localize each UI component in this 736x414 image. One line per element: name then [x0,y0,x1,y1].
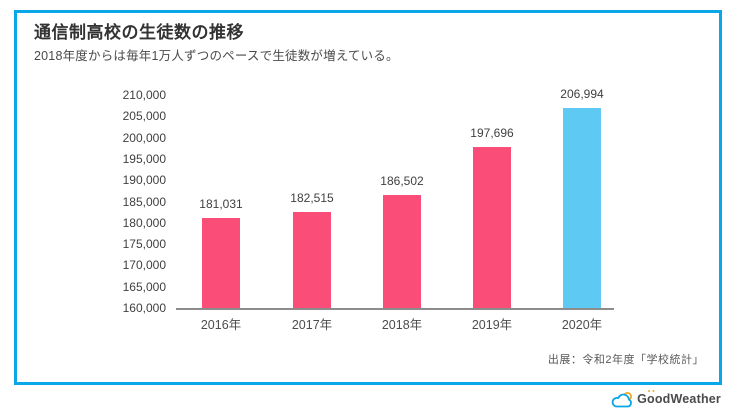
bar-chart-plot-area: 181,031 182,515 186,502 197,696 206,994 [176,87,614,310]
chart-card-frame [14,10,722,385]
bar-value-label: 197,696 [470,126,514,140]
cloud-sun-icon [611,391,633,407]
bar-2020年 [563,108,601,308]
y-tick-label: 160,000 [122,301,166,315]
bar-2017年 [293,212,331,308]
chart-title: 通信制高校の生徒数の推移 [34,23,244,42]
bar-value-label: 206,994 [560,87,604,101]
y-tick-label: 210,000 [122,88,166,102]
source-note: 出展：令和2年度「学校統計」 [547,354,704,366]
bar-value-label: 181,031 [199,197,243,211]
y-tick-label: 165,000 [122,279,166,294]
x-tick-label-2017年: 2017年 [291,318,333,332]
bar-2018年 [383,195,421,308]
y-tick-label: 205,000 [122,109,166,124]
logo-oo-dots: oo [647,389,663,406]
y-tick-label: 190,000 [122,173,166,188]
y-tick-label: 185,000 [122,194,166,209]
bar-value-label: 186,502 [380,174,424,188]
x-tick-label-2019年: 2019年 [471,318,513,332]
x-tick-label-2016年: 2016年 [200,318,242,332]
y-tick-label: 200,000 [122,130,166,145]
chart-subtitle: 2018年度からは毎年1万人ずつのペースで生徒数が増えている。 [34,49,399,63]
y-tick-label: 170,000 [122,258,166,273]
bar-2019年 [473,147,511,308]
bar-value-label: 182,515 [290,191,334,205]
goodweather-logo: GoodWeather [610,388,721,410]
y-axis-labels: 210,000 205,000 200,000 195,000 190,000 185,0… [78,88,166,315]
y-tick-label: 175,000 [122,237,166,252]
x-tick-label-2018年: 2018年 [381,318,423,332]
y-tick-label: 195,000 [122,151,166,166]
y-tick-label: 180,000 [122,215,166,230]
x-axis-labels: 2016年 2017年 2018年 2019年 2020年 [176,316,614,334]
logo-text: GoodWeather [637,389,721,406]
bar-2016年 [202,218,240,308]
x-tick-label-2020年: 2020年 [561,318,603,332]
